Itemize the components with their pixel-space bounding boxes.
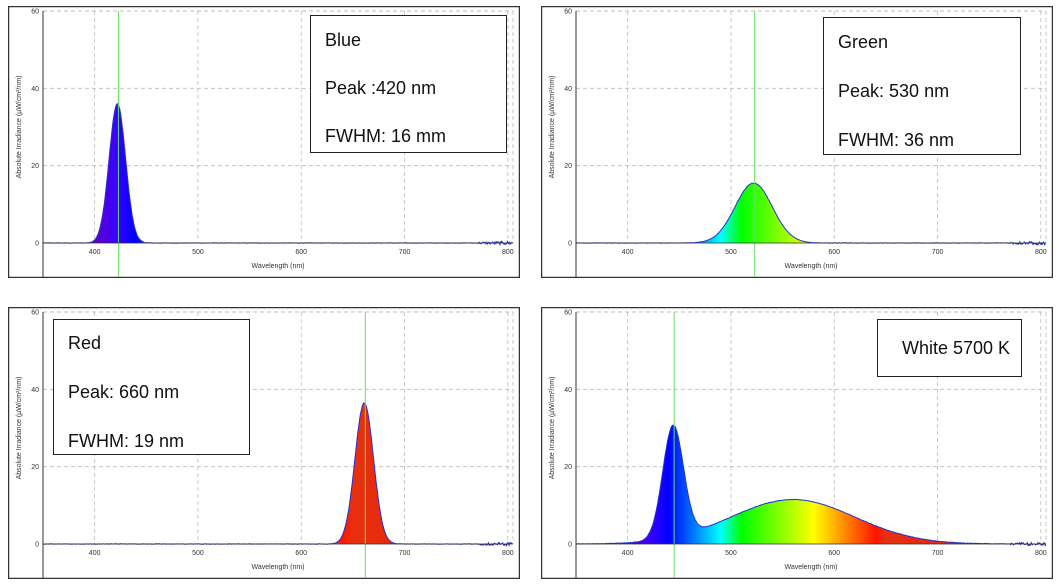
chart-panel-blue: 400 500 600 700 800 0 20 40 60 Wavelength (nm) Abs… [8, 6, 520, 278]
legend-title: White 5700 K [902, 338, 1011, 358]
y-axis-label: Absolute Irradiance (µW/cm²/nm) [549, 76, 556, 179]
legend-box-green: Green Peak: 530 nm FWHM: 36 nm [823, 17, 1021, 155]
chart-panel-white: 400 500 600 700 800 0 20 40 60 Wavelength (nm) Abs… [541, 307, 1053, 579]
y-tick-label: 40 [31, 387, 39, 394]
y-tick-label: 60 [564, 9, 572, 16]
legend-fwhm: FWHM: 16 mm [325, 126, 446, 146]
y-tick-label: 20 [31, 163, 39, 170]
x-tick-label: 600 [295, 249, 307, 256]
y-tick-label: 20 [564, 163, 572, 170]
y-axis-label: Absolute Irradiance (µW/cm²/nm) [16, 377, 23, 480]
x-tick-label: 400 [89, 550, 101, 557]
x-tick-label: 400 [89, 249, 101, 256]
x-tick-label: 800 [1035, 550, 1047, 557]
y-tick-label: 60 [564, 310, 572, 317]
x-tick-label: 700 [932, 550, 944, 557]
x-tick-label: 400 [622, 550, 634, 557]
x-tick-label: 800 [502, 550, 514, 557]
legend-peak: Peak: 530 nm [838, 81, 950, 101]
legend-title: Red [68, 333, 102, 353]
legend-box-white: White 5700 K [877, 319, 1022, 377]
x-axis-label: Wavelength (nm) [251, 263, 304, 270]
legend-fwhm: FWHM: 36 nm [838, 130, 955, 150]
y-tick-label: 40 [564, 86, 572, 93]
x-tick-label: 500 [192, 550, 204, 557]
y-tick-label: 60 [31, 310, 39, 317]
legend-box-red: Red Peak: 660 nm FWHM: 19 nm [53, 319, 250, 455]
x-tick-label: 400 [622, 249, 634, 256]
legend-box-blue: Blue Peak :420 nm FWHM: 16 mm [310, 15, 507, 153]
x-tick-label: 700 [399, 550, 411, 557]
y-tick-label: 0 [35, 241, 39, 248]
y-tick-label: 20 [564, 464, 572, 471]
legend-peak: Peak: 660 nm [68, 382, 180, 402]
legend-title: Green [838, 32, 889, 52]
legend-fwhm: FWHM: 19 nm [68, 431, 185, 451]
chart-panel-red: 400 500 600 700 800 0 20 40 60 Wavelength (nm) Abs… [8, 307, 520, 579]
x-axis-label: Wavelength (nm) [251, 564, 304, 571]
legend-peak: Peak :420 nm [325, 78, 437, 98]
y-tick-label: 60 [31, 9, 39, 16]
x-axis-label: Wavelength (nm) [784, 564, 837, 571]
y-tick-label: 40 [31, 86, 39, 93]
y-axis-label: Absolute Irradiance (µW/cm²/nm) [16, 76, 23, 179]
x-tick-label: 800 [502, 249, 514, 256]
x-axis-label: Wavelength (nm) [784, 263, 837, 270]
y-tick-label: 0 [568, 241, 572, 248]
x-tick-label: 600 [295, 550, 307, 557]
x-tick-label: 700 [932, 249, 944, 256]
x-tick-label: 500 [725, 550, 737, 557]
x-tick-label: 500 [192, 249, 204, 256]
y-tick-label: 0 [35, 542, 39, 549]
x-tick-label: 600 [828, 550, 840, 557]
y-tick-label: 20 [31, 464, 39, 471]
spectrum-line [575, 424, 1046, 547]
x-tick-label: 600 [828, 249, 840, 256]
y-tick-label: 0 [568, 542, 572, 549]
y-tick-label: 40 [564, 387, 572, 394]
x-tick-label: 500 [725, 249, 737, 256]
x-tick-label: 700 [399, 249, 411, 256]
chart-panel-green: 400 500 600 700 800 0 20 40 60 Wavelength (nm) Abs… [541, 6, 1053, 278]
y-axis-label: Absolute Irradiance (µW/cm²/nm) [549, 377, 556, 480]
legend-title: Blue [325, 30, 362, 50]
x-tick-label: 800 [1035, 249, 1047, 256]
